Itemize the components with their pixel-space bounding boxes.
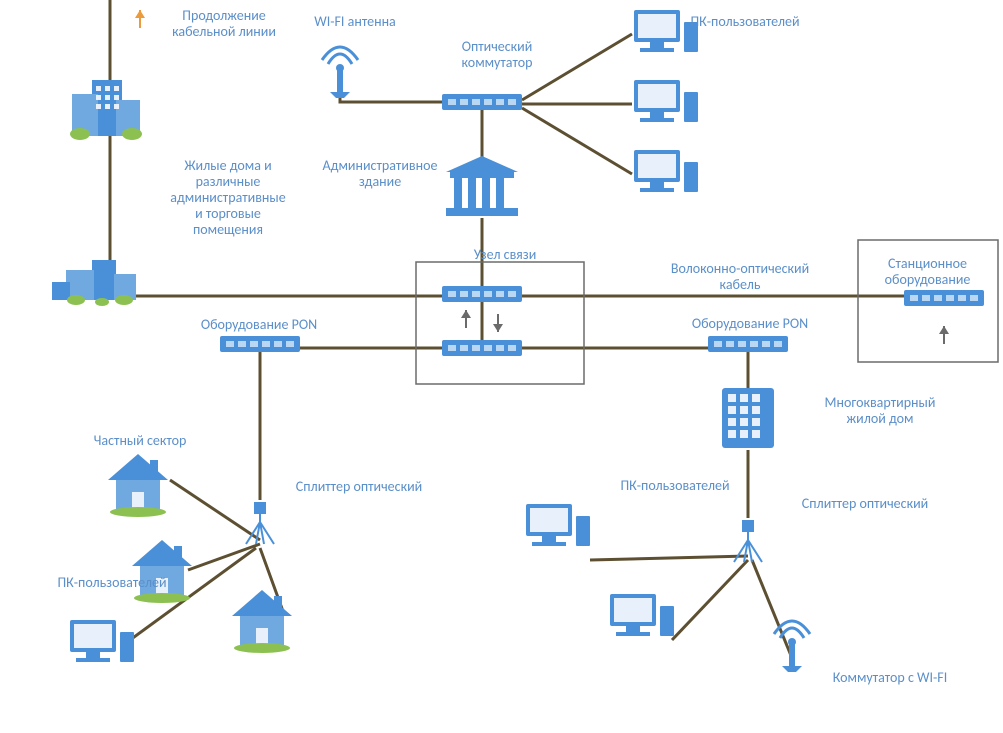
tall-building-icon [70,80,142,140]
pc-icon [634,80,698,122]
house-icon [132,540,192,603]
station-switch-icon [904,290,984,306]
c-splitR-pc2 [672,560,748,640]
label-splitter-right: Сплиттер оптический [790,496,940,512]
label-pon-right: Оборудование PON [675,316,825,332]
pc-icon [526,504,590,546]
pc-icon [634,150,698,192]
mixed-buildings-icon [52,260,136,306]
pon-switch-icon [220,336,300,352]
label-pon-left: Оборудование PON [184,317,334,333]
label-user-pc-bl: ПК-пользователей [47,575,177,591]
arrow-node-dn-head [493,324,503,332]
label-wifi-antenna: WI-FI антенна [300,14,410,30]
c-splitL-h2 [188,544,260,570]
label-node: Узел связи [460,247,550,263]
node-switch-icon [442,286,522,302]
c-splitR-wifi [752,560,792,658]
label-optical-switch: Оптический коммутатор [442,39,552,71]
label-cable-ext: Продолжение кабельной линии [154,8,294,40]
arrow-node-up-head [461,310,471,318]
label-mixed-buildings: Жилые дома и различные административные … [148,158,308,238]
label-station-equipment: Станционное оборудование [870,256,985,288]
node-box [416,262,584,384]
label-fiber-cable: Волоконно-оптический кабель [640,261,840,293]
house-icon [232,590,292,653]
pon-switch-icon [708,336,788,352]
c-sw-pc3 [522,108,632,174]
node-switch-icon [442,340,522,356]
label-admin-building: Административное здание [300,158,460,190]
wifi-antenna-icon [322,47,358,98]
diagram-canvas [0,0,1003,733]
optical-switch-icon [442,94,522,110]
c-splitR-pc1 [590,556,748,560]
label-private-sector: Частный сектор [80,433,200,449]
c-splitL-h1 [170,480,260,540]
wifi-tower-icon [774,621,810,672]
label-wifi-switch: Коммутатор с WI-FI [810,670,970,686]
house-icon [108,454,168,517]
c-wifi-sw [340,92,442,102]
label-apartment: Многоквартирный жилой дом [800,395,960,427]
splitter-icon [734,520,762,562]
label-user-pc-br: ПК-пользователей [600,478,750,494]
arrow-station-head [939,326,949,334]
pc-icon [70,620,134,662]
splitter-icon [246,502,274,544]
apartment-building-icon [722,388,774,448]
arrow-ext-head [135,10,145,18]
label-user-pc-top: ПК-пользователей [670,14,820,30]
pc-icon [610,594,674,636]
label-splitter-left: Сплиттер оптический [284,479,434,495]
